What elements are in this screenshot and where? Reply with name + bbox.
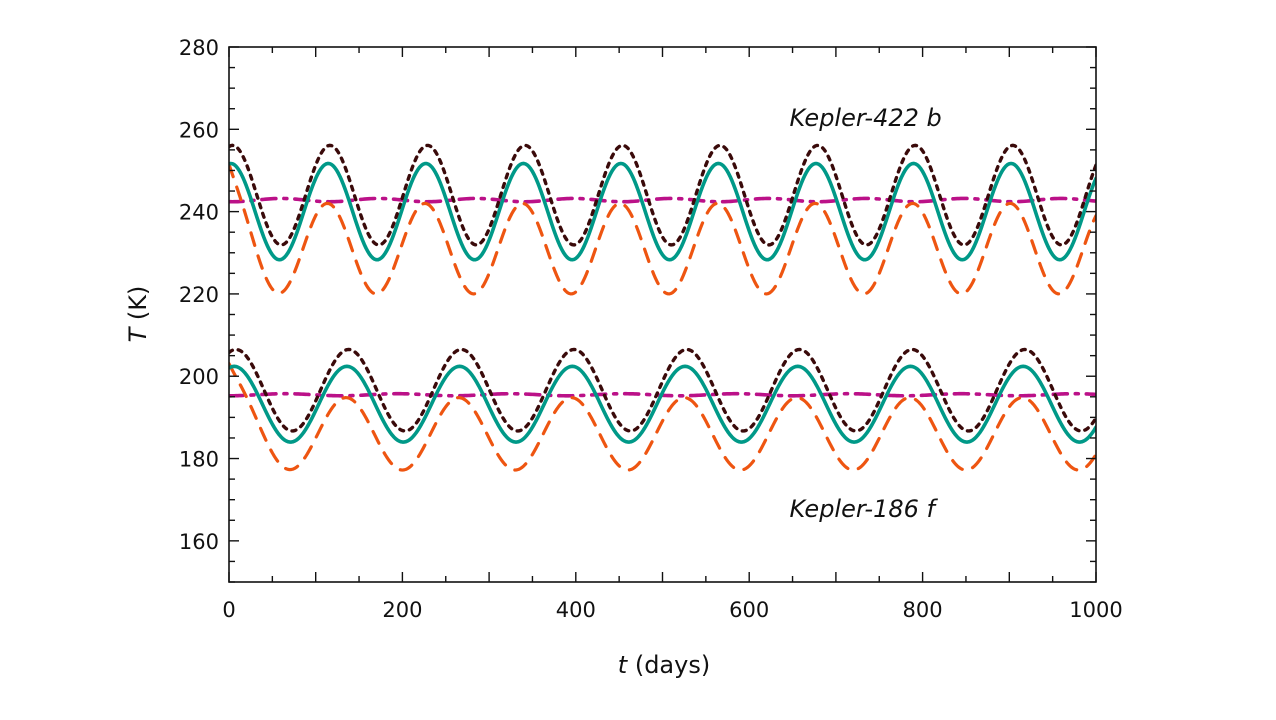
y-tick-label: 220 (179, 283, 219, 307)
series-kepler-422b-dotted (229, 143, 1096, 247)
series-kepler-422b-dashdot (229, 196, 1096, 204)
y-tick-label: 160 (179, 530, 219, 554)
y-axis-unit: (K) (124, 286, 152, 328)
x-tick-label: 400 (556, 598, 596, 622)
x-tick-label: 800 (903, 598, 943, 622)
x-tick-label: 0 (222, 598, 235, 622)
y-axis-label: T (K) (124, 286, 152, 343)
annotation-kepler-422b: Kepler-422 b (790, 104, 942, 132)
tick-labels-layer: 0 200 400 600 800 1000 160 180 200 220 240 260 280 (179, 36, 1123, 622)
x-tick-label: 600 (729, 598, 769, 622)
y-axis-var: T (124, 325, 152, 342)
series-kepler-422b-solid (229, 161, 1096, 262)
annotation-kepler-186f: Kepler-186 f (790, 495, 939, 523)
y-tick-label: 280 (179, 36, 219, 60)
y-tick-label: 240 (179, 201, 219, 225)
curves-layer (229, 143, 1096, 472)
ticks-layer (228, 46, 1097, 583)
y-tick-label: 180 (179, 448, 219, 472)
series-kepler-186f-solid (229, 364, 1096, 444)
x-axis-label: t (days) (618, 651, 710, 679)
y-tick-label: 200 (179, 365, 219, 389)
x-axis-var: t (618, 651, 629, 679)
x-tick-label: 200 (382, 598, 422, 622)
series-kepler-422b-dashed (229, 162, 1096, 296)
x-axis-unit: (days) (627, 651, 710, 679)
x-tick-label: 1000 (1069, 598, 1122, 622)
plot-frame (228, 46, 1097, 583)
y-tick-label: 260 (179, 118, 219, 142)
series-kepler-186f-dashed (229, 362, 1096, 472)
